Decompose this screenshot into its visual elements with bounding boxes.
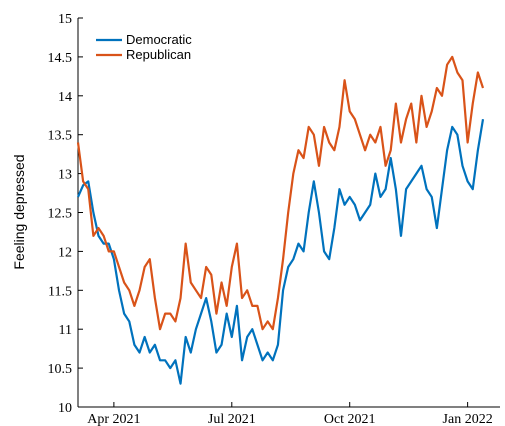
x-tick-label: Jul 2021 — [208, 412, 256, 426]
y-tick-label: 14 — [58, 90, 72, 105]
x-tick-label: Apr 2021 — [87, 412, 140, 426]
y-tick-label: 11.5 — [48, 284, 72, 299]
y-tick-label: 14.5 — [48, 51, 73, 66]
x-tick-label: Jan 2022 — [443, 412, 493, 426]
legend-label: Democratic — [126, 32, 192, 47]
x-tick-label: Oct 2021 — [324, 412, 376, 426]
y-tick-label: 13 — [58, 168, 72, 183]
legend-label: Republican — [126, 47, 191, 62]
y-tick-label: 11 — [59, 323, 72, 338]
y-axis-label: Feeling depressed — [11, 154, 27, 269]
line-series — [76, 55, 485, 331]
y-tick-label: 10.5 — [48, 362, 73, 377]
y-tick-label: 12.5 — [48, 207, 73, 222]
y-tick-label: 12 — [58, 245, 72, 260]
y-tick-label: 15 — [58, 12, 72, 27]
y-tick-label: 10 — [58, 401, 72, 416]
y-tick-label: 13.5 — [48, 129, 73, 144]
line-series — [76, 118, 485, 385]
